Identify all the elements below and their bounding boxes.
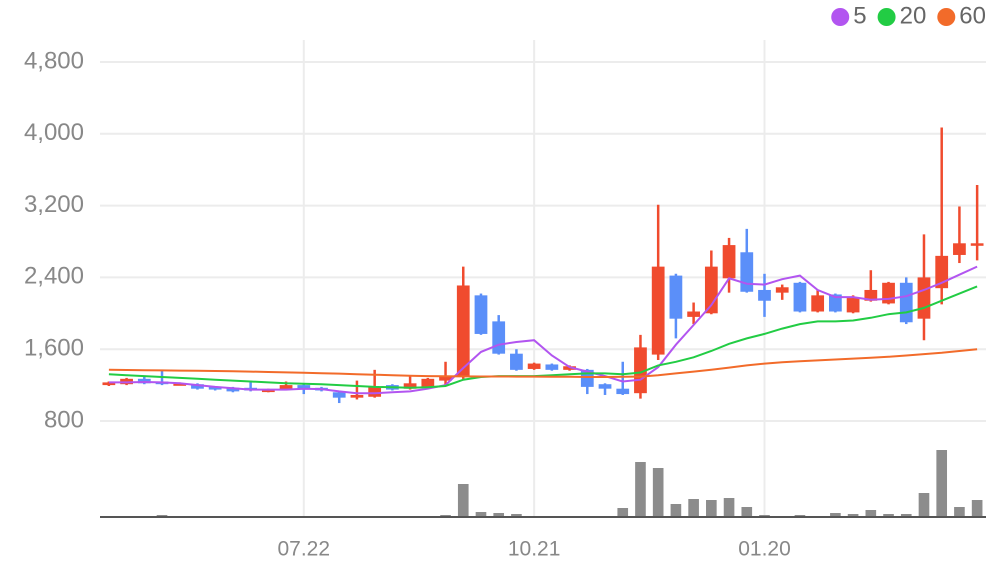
candle-body xyxy=(651,266,665,355)
x-tick-label: 10.21 xyxy=(508,538,561,561)
candle-body xyxy=(864,289,878,301)
legend-marker xyxy=(937,8,956,26)
candle-body xyxy=(917,277,931,319)
y-tick-label: 4,800 xyxy=(24,47,84,74)
ma-line xyxy=(108,265,978,395)
candle-body xyxy=(297,385,311,389)
volume-bar xyxy=(900,514,912,517)
y-tick-label: 800 xyxy=(44,406,84,433)
volume-bar xyxy=(706,500,717,517)
candle-body xyxy=(527,363,541,369)
volume-bar xyxy=(475,512,487,517)
candle-body xyxy=(208,386,222,390)
candle-body xyxy=(740,252,754,292)
volume-bar xyxy=(493,513,505,517)
candle-body xyxy=(935,255,949,289)
y-tick-label: 4,000 xyxy=(24,119,84,146)
candle-body xyxy=(456,285,470,377)
ma-line xyxy=(108,285,978,389)
volume-bar xyxy=(635,462,646,517)
candle-body xyxy=(829,294,842,312)
legend-label: 5 xyxy=(853,2,866,29)
candle-body xyxy=(598,384,612,389)
legend-marker xyxy=(831,8,850,26)
candle-body xyxy=(970,243,984,246)
candle-body xyxy=(634,347,647,394)
candle-body xyxy=(492,321,506,354)
candle-body xyxy=(899,282,913,323)
candle-body xyxy=(403,383,417,389)
candle-body xyxy=(350,394,364,398)
volume-bar xyxy=(971,500,983,517)
volume-bar xyxy=(457,484,469,517)
volume-bar xyxy=(847,514,859,517)
volume-bar xyxy=(617,508,629,517)
volume-bar xyxy=(741,507,753,517)
candle-body xyxy=(421,378,435,387)
volume-bar xyxy=(954,507,965,517)
volume-bar xyxy=(883,514,894,517)
volume-bar xyxy=(688,499,699,517)
x-tick-label: 01.20 xyxy=(738,538,791,561)
candle-body xyxy=(102,382,116,386)
legend-marker xyxy=(877,8,896,26)
candle-body xyxy=(758,289,771,301)
y-tick-label: 3,200 xyxy=(24,191,84,218)
volume-bar xyxy=(918,493,930,517)
candle-body xyxy=(510,353,523,370)
ma-line xyxy=(108,348,978,378)
legend-label: 60 xyxy=(959,2,986,29)
candle-body xyxy=(846,298,860,313)
candle-body xyxy=(811,295,825,312)
volume-bar xyxy=(511,514,522,517)
volume-bar xyxy=(830,513,841,517)
candle-body xyxy=(669,275,683,319)
legend-label: 20 xyxy=(900,2,927,29)
candle-body xyxy=(793,282,807,312)
candle-body xyxy=(261,389,275,393)
volume-bar xyxy=(865,510,877,517)
candle-body xyxy=(474,295,488,334)
candle-body xyxy=(279,385,293,390)
candle-body xyxy=(439,376,452,381)
candle-body xyxy=(616,388,630,395)
candle-body xyxy=(687,311,700,317)
volume-bar xyxy=(723,498,735,517)
volume-bar xyxy=(652,468,664,517)
candle-body xyxy=(722,245,736,279)
volume-bar xyxy=(670,504,682,517)
candle-body xyxy=(545,364,559,370)
candle-body xyxy=(226,387,240,392)
candle-body xyxy=(953,243,966,255)
candle-body xyxy=(882,282,895,304)
x-tick-label: 07.22 xyxy=(277,538,330,561)
candle-body xyxy=(332,392,346,398)
volume-bar xyxy=(936,450,948,517)
candle-body xyxy=(368,386,382,397)
candle-body xyxy=(173,383,187,386)
candle-body xyxy=(191,384,204,389)
y-tick-label: 1,600 xyxy=(24,335,84,362)
y-tick-label: 2,400 xyxy=(24,263,84,290)
candle-body xyxy=(775,287,789,293)
